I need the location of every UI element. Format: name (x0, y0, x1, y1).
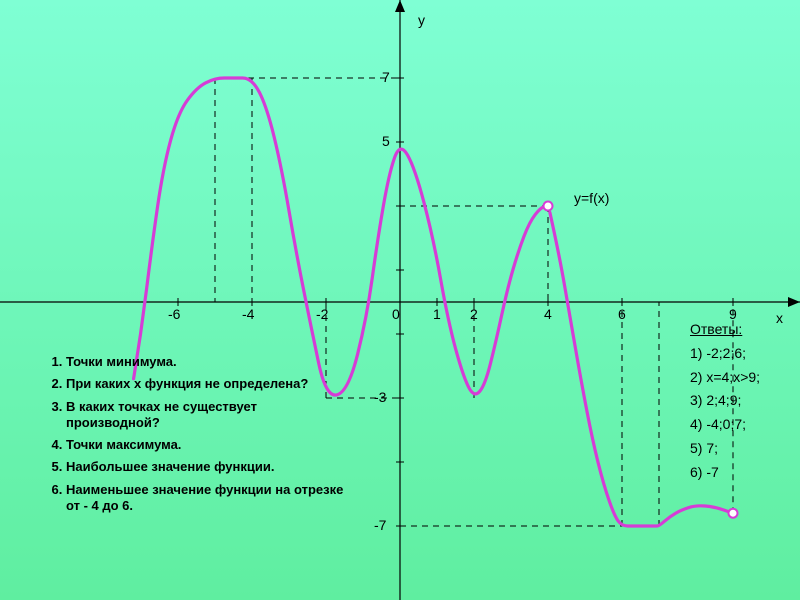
answer-item: 5) 7; (690, 437, 800, 461)
axis-tick-label: 4 (544, 306, 552, 322)
question-item: Наибольшее значение функции. (66, 459, 352, 475)
answer-item: 4) -4;0;7; (690, 413, 800, 437)
axis-tick-label: -2 (316, 306, 328, 322)
answers-title: Ответы: (690, 318, 800, 342)
axis-tick-label: 9 (729, 306, 737, 322)
answer-item: 1) -2;2;6; (690, 342, 800, 366)
axis-tick-label: 0 (392, 306, 400, 322)
answer-item: 2) x=4;x>9; (690, 366, 800, 390)
y-axis-label: y (418, 12, 425, 28)
axis-tick-label: 6 (618, 306, 626, 322)
answer-item: 3) 2;4;9; (690, 389, 800, 413)
axis-tick-label: 2 (470, 306, 478, 322)
answers-block: Ответы: 1) -2;2;6;2) x=4;x>9;3) 2;4;9;4)… (690, 318, 800, 485)
question-item: При каких x функция не определена? (66, 376, 352, 392)
function-label: y=f(x) (574, 190, 609, 206)
axis-tick-label: 5 (382, 133, 390, 149)
axis-tick-label: -7 (374, 517, 386, 533)
question-item: Точки минимума. (66, 354, 352, 370)
answer-item: 6) -7 (690, 461, 800, 485)
question-item: В каких точках не существует производной… (66, 399, 352, 432)
axis-tick-label: -3 (374, 389, 386, 405)
questions-block: Точки минимума. При каких x функция не оп… (42, 348, 352, 520)
question-item: Наименьшее значение функции на отрезке о… (66, 482, 352, 515)
axis-tick-label: 1 (433, 306, 441, 322)
question-item: Точки максимума. (66, 437, 352, 453)
axis-tick-label: -4 (242, 306, 254, 322)
axis-tick-label: -6 (168, 306, 180, 322)
axis-tick-label: 7 (382, 69, 390, 85)
